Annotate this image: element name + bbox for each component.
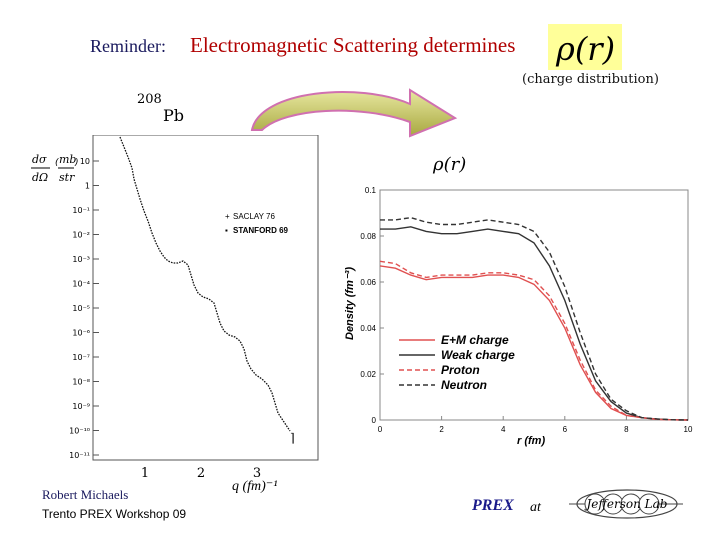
density-axis-ticks: 0 2 4 6 8 10 0 0.02 0.04 0.06 0.08 0.1 xyxy=(360,186,693,434)
cross-section-legend: + SACLAY 76 ▪ STANFORD 69 xyxy=(225,212,289,235)
density-plot: ρ(r) 0 2 4 6 8 10 0 0.02 0.04 0.06 0.08 0.1 E+M cha… xyxy=(344,154,693,447)
density-y-tick-label: 0.04 xyxy=(360,324,376,333)
cross-section-y-tick-label: 10⁻⁴ xyxy=(72,280,90,289)
rho-symbol-highlight: ρ(r) xyxy=(548,24,622,70)
cross-section-y-tick-label: 10⁻¹¹ xyxy=(69,451,90,460)
density-y-label: Density (fm⁻³) xyxy=(344,267,356,340)
svg-text:dσ: dσ xyxy=(32,153,47,166)
cross-section-x-tick-label: 2 xyxy=(197,466,205,481)
cross-section-y-tick-label: 10⁻¹ xyxy=(72,206,90,215)
density-series-line xyxy=(380,226,689,421)
density-legend-label: E+M charge xyxy=(441,333,509,347)
slide-subtitle: (charge distribution) xyxy=(522,72,659,87)
cross-section-x-label: q (fm)⁻¹ xyxy=(232,479,278,494)
density-legend-label: Weak charge xyxy=(441,348,515,362)
svg-text:STANFORD 69: STANFORD 69 xyxy=(233,226,289,235)
density-legend-label: Proton xyxy=(441,363,480,377)
svg-text:+: + xyxy=(225,212,230,221)
cross-section-data xyxy=(119,136,291,432)
density-y-tick-label: 0.06 xyxy=(360,278,376,287)
isotope-element: Pb xyxy=(163,106,185,125)
slide-title-lead: Reminder: xyxy=(90,36,166,56)
density-x-tick-label: 6 xyxy=(563,425,568,434)
cross-section-y-tick-label: 10 xyxy=(80,157,90,166)
svg-text:dΩ: dΩ xyxy=(32,171,48,184)
cross-section-y-tick-label: 10⁻³ xyxy=(72,255,90,264)
density-y-tick-label: 0.1 xyxy=(365,186,377,195)
cross-section-y-label: dσ dΩ ( mb str ) xyxy=(31,153,79,184)
svg-text:Jefferson Lab: Jefferson Lab xyxy=(584,497,668,511)
density-x-tick-label: 2 xyxy=(439,425,444,434)
experiment-name: PREX xyxy=(472,497,514,514)
density-x-tick-label: 10 xyxy=(684,425,693,434)
isotope-mass-number: 208 xyxy=(137,92,162,107)
density-x-tick-label: 0 xyxy=(378,425,383,434)
density-y-tick-label: 0.08 xyxy=(360,232,376,241)
cross-section-y-tick-label: 10⁻¹⁰ xyxy=(69,427,90,436)
svg-text:(: ( xyxy=(55,158,59,168)
svg-text:SACLAY 76: SACLAY 76 xyxy=(233,212,276,221)
cross-section-y-tick-label: 10⁻² xyxy=(72,231,90,240)
svg-text:str: str xyxy=(59,171,75,184)
jefferson-lab-logo: Jefferson Lab xyxy=(569,489,683,519)
curved-arrow-icon xyxy=(250,88,458,138)
cross-section-y-tick-label: 10⁻⁶ xyxy=(72,329,90,338)
cross-section-y-tick-label: 10⁻⁷ xyxy=(72,353,90,362)
density-x-tick-label: 8 xyxy=(624,425,629,434)
rho-symbol: ρ(r) xyxy=(555,30,615,68)
event-name: Trento PREX Workshop 09 xyxy=(42,507,187,521)
cross-section-plot: dσ dΩ ( mb str ) 10 1 10⁻¹ 10⁻² 10⁻³ 10⁻⁴ 10⁻⁵… xyxy=(31,135,319,481)
density-x-label: r (fm) xyxy=(517,435,545,447)
density-series-line xyxy=(380,216,689,421)
density-y-tick-label: 0.02 xyxy=(360,370,376,379)
cross-section-x-tick-label: 1 xyxy=(141,466,149,481)
density-series-line xyxy=(379,265,689,421)
cross-section-y-ticks: 10 1 10⁻¹ 10⁻² 10⁻³ 10⁻⁴ 10⁻⁵ 10⁻⁶ 10⁻⁷ 10⁻⁸ 10⁻⁹ 1… xyxy=(69,157,99,460)
density-plot-title: ρ(r) xyxy=(432,154,466,175)
cross-section-x-tick-label: 3 xyxy=(253,466,261,481)
slide-title: Electromagnetic Scattering determines xyxy=(190,33,516,57)
density-y-tick-label: 0 xyxy=(372,416,377,425)
author-name: Robert Michaels xyxy=(42,487,129,502)
cross-section-y-tick-label: 1 xyxy=(85,182,90,191)
density-series-line xyxy=(379,260,689,421)
corner-mark: ⌉ xyxy=(290,431,295,445)
svg-text:): ) xyxy=(74,158,79,168)
cross-section-x-ticks: 1 2 3 xyxy=(141,466,261,481)
cross-section-y-tick-label: 10⁻⁹ xyxy=(72,402,90,411)
svg-text:▪: ▪ xyxy=(225,226,228,235)
cross-section-y-tick-label: 10⁻⁵ xyxy=(72,304,90,313)
svg-text:mb: mb xyxy=(59,153,76,166)
cross-section-y-tick-label: 10⁻⁸ xyxy=(72,378,90,387)
at-text: at xyxy=(530,500,541,515)
density-series xyxy=(379,216,689,421)
density-legend-label: Neutron xyxy=(441,378,487,392)
density-x-tick-label: 4 xyxy=(501,425,506,434)
